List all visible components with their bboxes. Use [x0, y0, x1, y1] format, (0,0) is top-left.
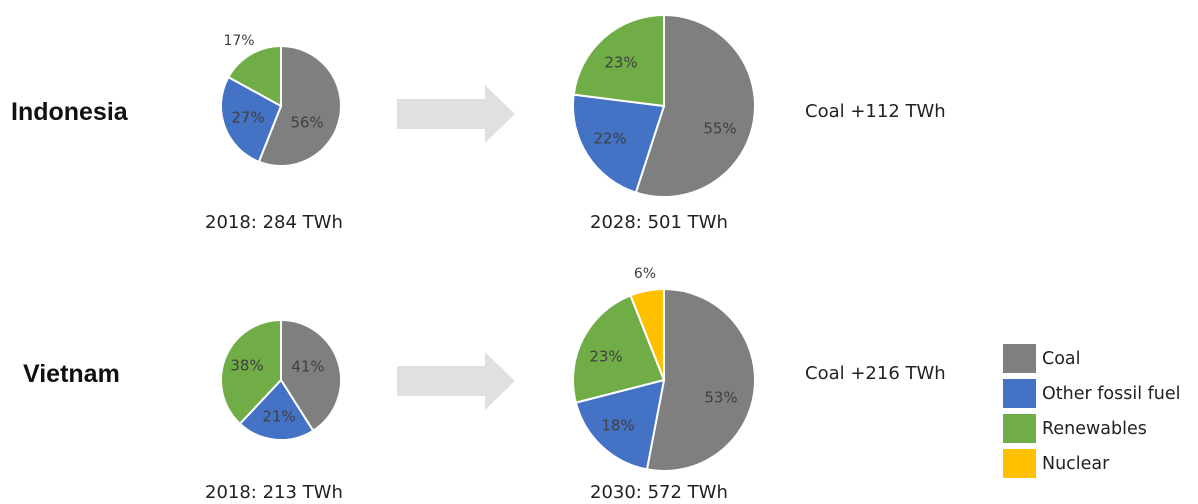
- pie-vietnam-2018-slice-other-fossil-fuel: [238, 378, 315, 441]
- pie-indonesia-2018-label-coal: 56%: [290, 114, 323, 132]
- pie-indonesia-2028-slice-renewables: [572, 13, 665, 108]
- caption-indonesia-2018: 2018: 284 TWh: [205, 212, 343, 233]
- caption-indonesia-2028: 2028: 501 TWh: [590, 212, 728, 233]
- pie-indonesia-2018-label-other-fossil-fuel: 27%: [231, 109, 264, 127]
- legend-swatch-renewables: [1003, 414, 1036, 443]
- caption-vietnam-2018: 2018: 213 TWh: [205, 482, 343, 503]
- legend-item-nuclear: Nuclear: [1003, 446, 1181, 481]
- pie-vietnam-2030-slice-renewables: [572, 294, 666, 404]
- pie-vietnam-2018-label-coal: 41%: [291, 358, 324, 376]
- legend-swatch-other-fossil-fuel: [1003, 379, 1036, 408]
- pie-indonesia-2028-slice-coal: [634, 13, 756, 198]
- legend-swatch-nuclear: [1003, 449, 1036, 478]
- pie-vietnam-2030-slice-coal: [645, 287, 756, 472]
- pie-vietnam-2018-slice-renewables: [220, 318, 282, 426]
- legend-label-renewables: Renewables: [1042, 418, 1147, 439]
- legend-item-renewables: Renewables: [1003, 411, 1181, 446]
- pie-indonesia-2018-slice-renewables: [227, 44, 282, 108]
- caption-vietnam-2030: 2030: 572 TWh: [590, 482, 728, 503]
- legend-label-other-fossil-fuel: Other fossil fuel: [1042, 383, 1181, 404]
- note-indonesia: Coal +112 TWh: [805, 101, 946, 122]
- country-label-vietnam: Vietnam: [23, 360, 120, 388]
- arrow-ind: [397, 85, 515, 143]
- pie-indonesia-2018-label-renewables: 17%: [223, 33, 254, 49]
- pie-vietnam-2030-label-coal: 53%: [704, 389, 737, 407]
- legend-item-coal: Coal: [1003, 341, 1181, 376]
- legend-label-coal: Coal: [1042, 348, 1081, 369]
- arrow-vie: [397, 352, 515, 410]
- note-vietnam: Coal +216 TWh: [805, 363, 946, 384]
- pie-vietnam-2030-label-other-fossil-fuel: 18%: [601, 417, 634, 435]
- pie-indonesia-2028-label-renewables: 23%: [604, 54, 637, 72]
- pie-indonesia-2028-slice-other-fossil-fuel: [572, 93, 666, 194]
- country-label-indonesia: Indonesia: [11, 98, 128, 126]
- pie-vietnam-2030-slice-nuclear: [629, 287, 665, 381]
- pie-vietnam-2018-label-renewables: 38%: [230, 357, 263, 375]
- pie-vietnam-2030-label-nuclear: 6%: [634, 266, 656, 282]
- pie-indonesia-2018-slice-coal: [257, 44, 342, 167]
- pie-vietnam-2018-label-other-fossil-fuel: 21%: [262, 408, 295, 426]
- pie-indonesia-2028-label-coal: 55%: [703, 120, 736, 138]
- pie-vietnam-2030-label-renewables: 23%: [589, 348, 622, 366]
- pie-vietnam-2030-slice-other-fossil-fuel: [574, 378, 666, 471]
- legend: Coal Other fossil fuel Renewables Nuclea…: [1003, 341, 1181, 481]
- legend-label-nuclear: Nuclear: [1042, 453, 1110, 474]
- legend-item-other-fossil-fuel: Other fossil fuel: [1003, 376, 1181, 411]
- pie-indonesia-2028-label-other-fossil-fuel: 22%: [593, 130, 626, 148]
- legend-swatch-coal: [1003, 344, 1036, 373]
